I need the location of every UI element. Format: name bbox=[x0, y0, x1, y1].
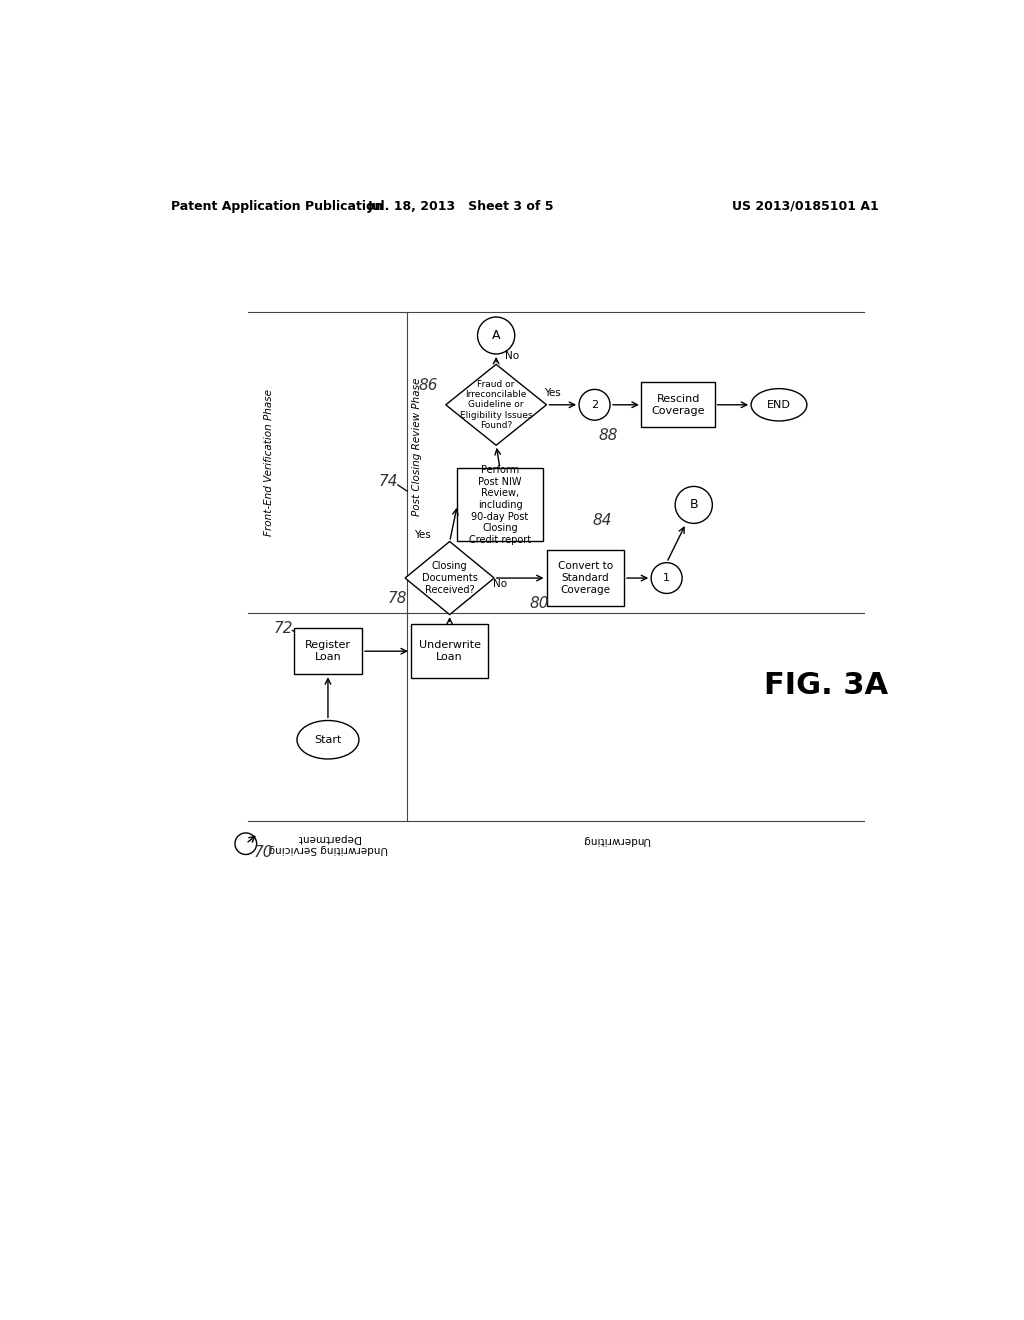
Circle shape bbox=[651, 562, 682, 594]
Text: Start: Start bbox=[314, 735, 342, 744]
Text: 88: 88 bbox=[599, 428, 618, 444]
Text: Fraud or
Irreconcilable
Guideline or
Eligibility Issues
Found?: Fraud or Irreconcilable Guideline or Eli… bbox=[460, 380, 532, 430]
Ellipse shape bbox=[751, 388, 807, 421]
Bar bbox=[411, 624, 488, 678]
Circle shape bbox=[579, 389, 610, 420]
Text: 72: 72 bbox=[273, 620, 293, 636]
Text: Perform
Post NIW
Review,
including
90-day Post
Closing
Credit report: Perform Post NIW Review, including 90-da… bbox=[469, 465, 531, 545]
Text: 74: 74 bbox=[379, 474, 398, 490]
Text: 86: 86 bbox=[419, 378, 438, 393]
Polygon shape bbox=[406, 541, 495, 615]
Text: A: A bbox=[492, 329, 501, 342]
Text: Underwriting Servicing
Department: Underwriting Servicing Department bbox=[268, 833, 388, 854]
Text: 80: 80 bbox=[529, 595, 549, 611]
Text: Front-End Verification Phase: Front-End Verification Phase bbox=[264, 389, 274, 536]
Text: Convert to
Standard
Coverage: Convert to Standard Coverage bbox=[558, 561, 612, 594]
Text: Yes: Yes bbox=[544, 388, 560, 397]
Text: Underwriting: Underwriting bbox=[583, 834, 650, 845]
Text: Post Closing Review Phase: Post Closing Review Phase bbox=[412, 378, 422, 516]
Text: 78: 78 bbox=[388, 591, 408, 606]
Text: US 2013/0185101 A1: US 2013/0185101 A1 bbox=[732, 199, 880, 213]
Text: Underwrite
Loan: Underwrite Loan bbox=[419, 640, 480, 663]
Text: B: B bbox=[689, 499, 698, 511]
Text: Closing
Documents
Received?: Closing Documents Received? bbox=[422, 561, 477, 594]
Text: END: END bbox=[767, 400, 791, 409]
Bar bbox=[458, 469, 543, 541]
Polygon shape bbox=[445, 364, 547, 445]
Bar bbox=[547, 550, 624, 606]
Text: 1: 1 bbox=[664, 573, 670, 583]
Text: Patent Application Publication: Patent Application Publication bbox=[171, 199, 383, 213]
Text: Yes: Yes bbox=[414, 531, 431, 540]
Text: No: No bbox=[493, 579, 507, 589]
Circle shape bbox=[675, 487, 713, 524]
Text: Rescind
Coverage: Rescind Coverage bbox=[651, 393, 705, 416]
Bar bbox=[641, 383, 715, 428]
Ellipse shape bbox=[297, 721, 359, 759]
Text: 84: 84 bbox=[593, 512, 612, 528]
Circle shape bbox=[477, 317, 515, 354]
Bar bbox=[294, 628, 362, 675]
Text: Jul. 18, 2013   Sheet 3 of 5: Jul. 18, 2013 Sheet 3 of 5 bbox=[368, 199, 555, 213]
Text: 2: 2 bbox=[591, 400, 598, 409]
Text: Register
Loan: Register Loan bbox=[305, 640, 351, 663]
Text: FIG. 3A: FIG. 3A bbox=[764, 672, 888, 701]
Circle shape bbox=[234, 833, 257, 854]
Text: 70: 70 bbox=[254, 845, 273, 861]
Text: No: No bbox=[505, 351, 519, 360]
